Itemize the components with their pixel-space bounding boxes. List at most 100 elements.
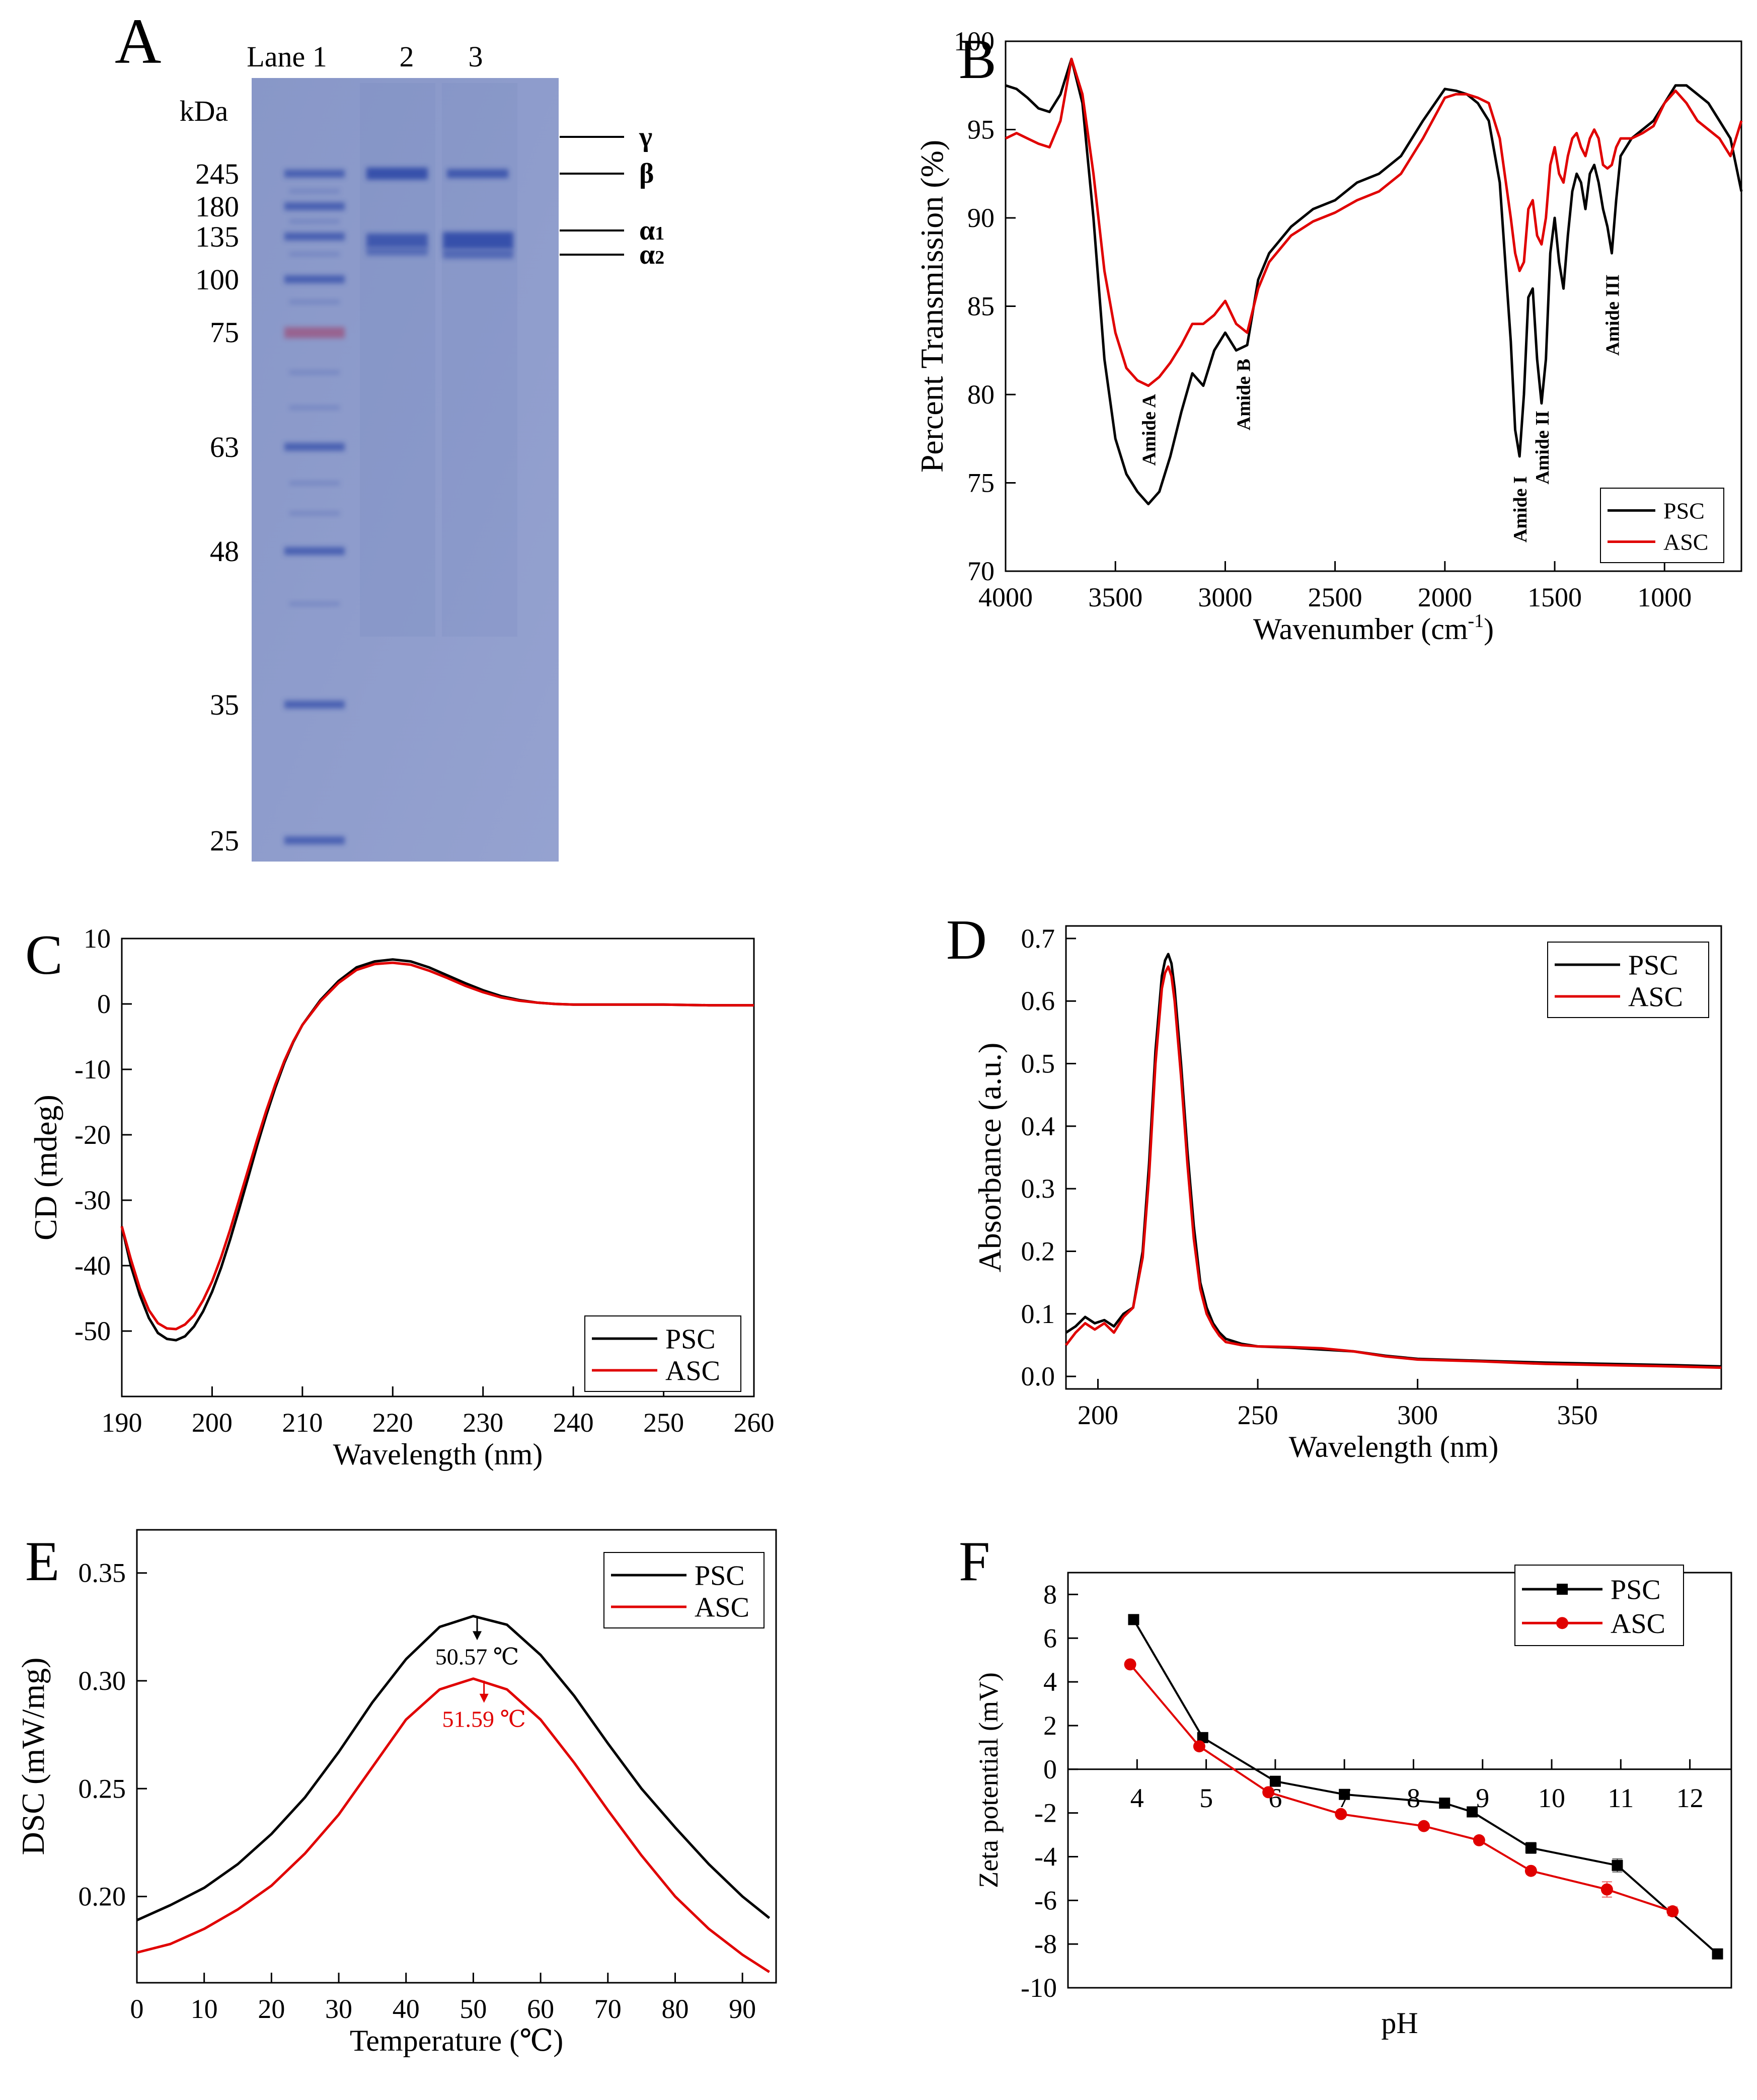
legend-marker xyxy=(1557,1584,1568,1595)
x-tick-label: 90 xyxy=(729,1994,756,2024)
x-tick-label: 250 xyxy=(1238,1400,1278,1430)
data-point xyxy=(1335,1808,1347,1820)
data-point xyxy=(1193,1740,1205,1753)
marker-band xyxy=(284,327,345,338)
marker-kda-label: 180 xyxy=(195,190,239,223)
y-axis-label: Percent Transmission (%) xyxy=(914,140,950,473)
x-tick-label: 4 xyxy=(1130,1783,1144,1813)
panel-b: 4000 3500 3000 2500 2000 1500 1000 70 75 80 85 90 95… xyxy=(914,26,1743,646)
x-axis-label: pH xyxy=(1381,2006,1418,2040)
y-tick-label: -10 xyxy=(74,1054,111,1084)
y-tick-label: 85 xyxy=(967,291,995,322)
marker-band xyxy=(284,232,345,241)
ladder-stripe xyxy=(289,602,340,606)
x-tick-label: 3500 xyxy=(1088,582,1142,612)
x-tick-label: 2500 xyxy=(1308,582,1362,612)
data-point xyxy=(1124,1658,1136,1671)
data-point xyxy=(1418,1820,1430,1832)
plot-frame xyxy=(1067,1572,1732,1989)
y-tick-label: 90 xyxy=(967,203,995,233)
plot-frame xyxy=(1065,925,1722,1390)
series-line-asc xyxy=(1065,965,1722,1369)
y-axis-label: DSC (mW/mg) xyxy=(15,1658,51,1855)
x-tick-label: 260 xyxy=(734,1408,775,1438)
y-tick-label: -10 xyxy=(1021,1973,1057,2003)
x-tick-label: 300 xyxy=(1397,1400,1438,1430)
y-tick-label: 0.3 xyxy=(1021,1174,1055,1204)
legend-label: PSC xyxy=(1611,1575,1661,1606)
x-tick-label: 10 xyxy=(1538,1783,1565,1813)
y-tick-label: -2 xyxy=(1034,1798,1057,1828)
panel-d: 200 250 300 350 0.0 0.1 0.2 0.3 0.4 0.5 0.6 0.7 Wave… xyxy=(946,909,1722,1463)
x-tick-label: 30 xyxy=(325,1994,352,2024)
x-tick-label: 200 xyxy=(1078,1400,1118,1430)
x-tick-label: 12 xyxy=(1676,1783,1704,1813)
peak-annotation: Amide III xyxy=(1602,274,1624,356)
data-point xyxy=(1524,1864,1537,1877)
sample-band xyxy=(443,250,513,259)
lane-label: Lane 1 xyxy=(247,40,327,73)
marker-kda-label: 63 xyxy=(210,431,239,463)
x-tick-label: 200 xyxy=(192,1408,233,1438)
peak-annotation: Amide B xyxy=(1233,359,1254,431)
x-tick-label: 1500 xyxy=(1527,582,1582,612)
y-tick-label: -20 xyxy=(74,1120,111,1150)
panel-c: 190 200 210 220 230 240 250 260 -50 -40 -30 -20 -10 0… xyxy=(25,923,775,1471)
legend-box xyxy=(1600,488,1724,563)
peak-arrowhead xyxy=(473,1631,482,1641)
legend-label: ASC xyxy=(665,1356,720,1387)
legend-label: PSC xyxy=(695,1561,745,1592)
x-tick-label: 350 xyxy=(1557,1400,1598,1430)
data-point xyxy=(1666,1905,1679,1918)
marker-kda-label: 48 xyxy=(210,535,239,568)
legend-box xyxy=(584,1315,741,1392)
x-axis-label: Temperature (℃) xyxy=(350,2024,563,2057)
x-tick-label: 40 xyxy=(393,1994,420,2024)
y-tick-label: 0 xyxy=(97,989,111,1019)
y-tick-label: 4 xyxy=(1043,1667,1057,1697)
x-tick-label: 50 xyxy=(460,1994,487,2024)
marker-kda-label: 135 xyxy=(195,220,239,253)
x-tick-label: 10 xyxy=(191,1994,218,2024)
marker-band xyxy=(284,701,345,709)
marker-kda-label: 245 xyxy=(195,158,239,190)
data-point xyxy=(1612,1859,1623,1871)
data-point xyxy=(1269,1775,1281,1787)
y-tick-label: -40 xyxy=(74,1251,111,1281)
ladder-stripe xyxy=(289,370,340,374)
x-tick-label: 80 xyxy=(661,1994,689,2024)
series-line-psc xyxy=(1005,57,1743,506)
y-tick-label: 0.35 xyxy=(79,1558,126,1588)
sample-band xyxy=(366,234,428,248)
x-tick-label: 0 xyxy=(130,1994,144,2024)
peak-temperature-label: 51.59 ℃ xyxy=(442,1706,525,1732)
ladder-stripe xyxy=(289,189,340,193)
legend-label: PSC xyxy=(665,1324,716,1355)
data-point xyxy=(1600,1883,1613,1896)
y-tick-label: 0.0 xyxy=(1021,1361,1055,1391)
plot-frame xyxy=(121,938,755,1397)
plot-frame xyxy=(136,1529,777,1984)
data-point xyxy=(1439,1798,1450,1809)
legend-label: PSC xyxy=(1628,950,1678,981)
x-tick-label: 2000 xyxy=(1418,582,1472,612)
sample-band xyxy=(366,248,428,256)
legend-label: ASC xyxy=(695,1592,749,1623)
data-point xyxy=(1712,1948,1723,1960)
legend-label: ASC xyxy=(1663,529,1708,555)
sample-band xyxy=(443,232,513,249)
sample-band xyxy=(447,169,508,178)
panel-letter: D xyxy=(946,909,987,971)
x-axis-label: Wavelength (nm) xyxy=(1289,1430,1499,1463)
ladder-stripe xyxy=(289,219,340,223)
y-tick-label: 0.4 xyxy=(1021,1111,1055,1141)
panel-letter: F xyxy=(959,1530,990,1593)
y-tick-label: -30 xyxy=(74,1185,111,1215)
x-tick-label: 3000 xyxy=(1198,582,1252,612)
marker-kda-label: 25 xyxy=(210,824,239,857)
x-tick-label: 210 xyxy=(282,1408,323,1438)
